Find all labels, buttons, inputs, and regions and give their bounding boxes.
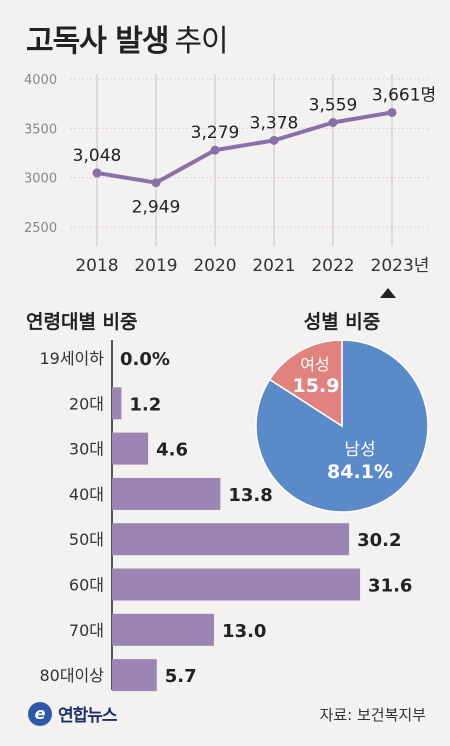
source-note: 자료: 보건복지부 (319, 706, 426, 724)
series-line (96, 110, 393, 185)
bar-value-label: 0.0% (120, 349, 170, 370)
data-point (92, 168, 102, 178)
bar (112, 387, 122, 420)
data-point (387, 107, 397, 117)
bar (112, 477, 221, 510)
data-point (328, 118, 338, 128)
data-point (210, 145, 220, 155)
chart-title: 고독사 발생 추이 (26, 24, 229, 59)
data-label: 3,559 (309, 96, 358, 116)
pie-slice (268, 339, 343, 428)
bar-value-label: 1.2 (129, 394, 161, 415)
xtick-label: 2019 (134, 256, 177, 276)
bar-value-label: 31.6 (368, 576, 412, 597)
pie-slice-value: 84.1% (327, 461, 393, 483)
data-label: 2,949 (132, 198, 181, 218)
xtick-label: 2018 (75, 256, 118, 276)
bar-value-label: 5.7 (165, 666, 197, 687)
pie-chart-title: 성별 비중 (304, 311, 381, 333)
ytick-label: 3500 (24, 122, 57, 137)
data-label: 3,661명 (372, 85, 436, 105)
xtick-label: 2021 (252, 256, 295, 276)
bar (112, 432, 149, 465)
chart-subtitle: 추이 (174, 24, 228, 59)
bar-category-label: 50대 (69, 530, 104, 549)
bar-value-label: 13.8 (228, 485, 272, 506)
bar (112, 568, 361, 601)
ytick-label: 2500 (24, 221, 57, 236)
xtick-label: 2022 (311, 256, 354, 276)
pie-slice-name: 남성 (344, 440, 375, 460)
xtick-label: 2023년 (371, 256, 430, 276)
data-label: 3,048 (73, 146, 122, 166)
bar-category-label: 19세이하 (39, 349, 104, 368)
bar-value-label: 4.6 (156, 440, 188, 461)
data-label: 3,279 (191, 123, 240, 143)
pie-slice-value: 15.9 (293, 375, 340, 397)
logo-icon: e (28, 701, 52, 726)
ytick-label: 4000 (24, 73, 57, 88)
bar-category-label: 60대 (69, 576, 104, 595)
data-point (269, 135, 279, 145)
bar-category-label: 40대 (69, 485, 104, 504)
bar-category-label: 30대 (69, 440, 104, 459)
pie-slice-name: 여성 (300, 355, 329, 374)
bar-value-label: 13.0 (222, 621, 266, 642)
logo: e 연합뉴스 (28, 701, 118, 726)
pointer-icon (380, 288, 396, 298)
bar-category-label: 70대 (69, 621, 104, 640)
data-point (151, 178, 161, 188)
bar (112, 613, 215, 646)
bar (112, 523, 350, 556)
bar (112, 659, 157, 692)
bar-chart-title: 연령대별 비중 (26, 311, 138, 333)
bar-category-label: 20대 (69, 394, 104, 413)
bar-value-label: 30.2 (357, 530, 401, 551)
data-label: 3,378 (250, 113, 299, 133)
logo-text: 연합뉴스 (58, 706, 118, 726)
xtick-label: 2020 (193, 256, 236, 276)
ytick-label: 3000 (24, 172, 57, 187)
bar-category-label: 80대이상 (39, 666, 104, 685)
